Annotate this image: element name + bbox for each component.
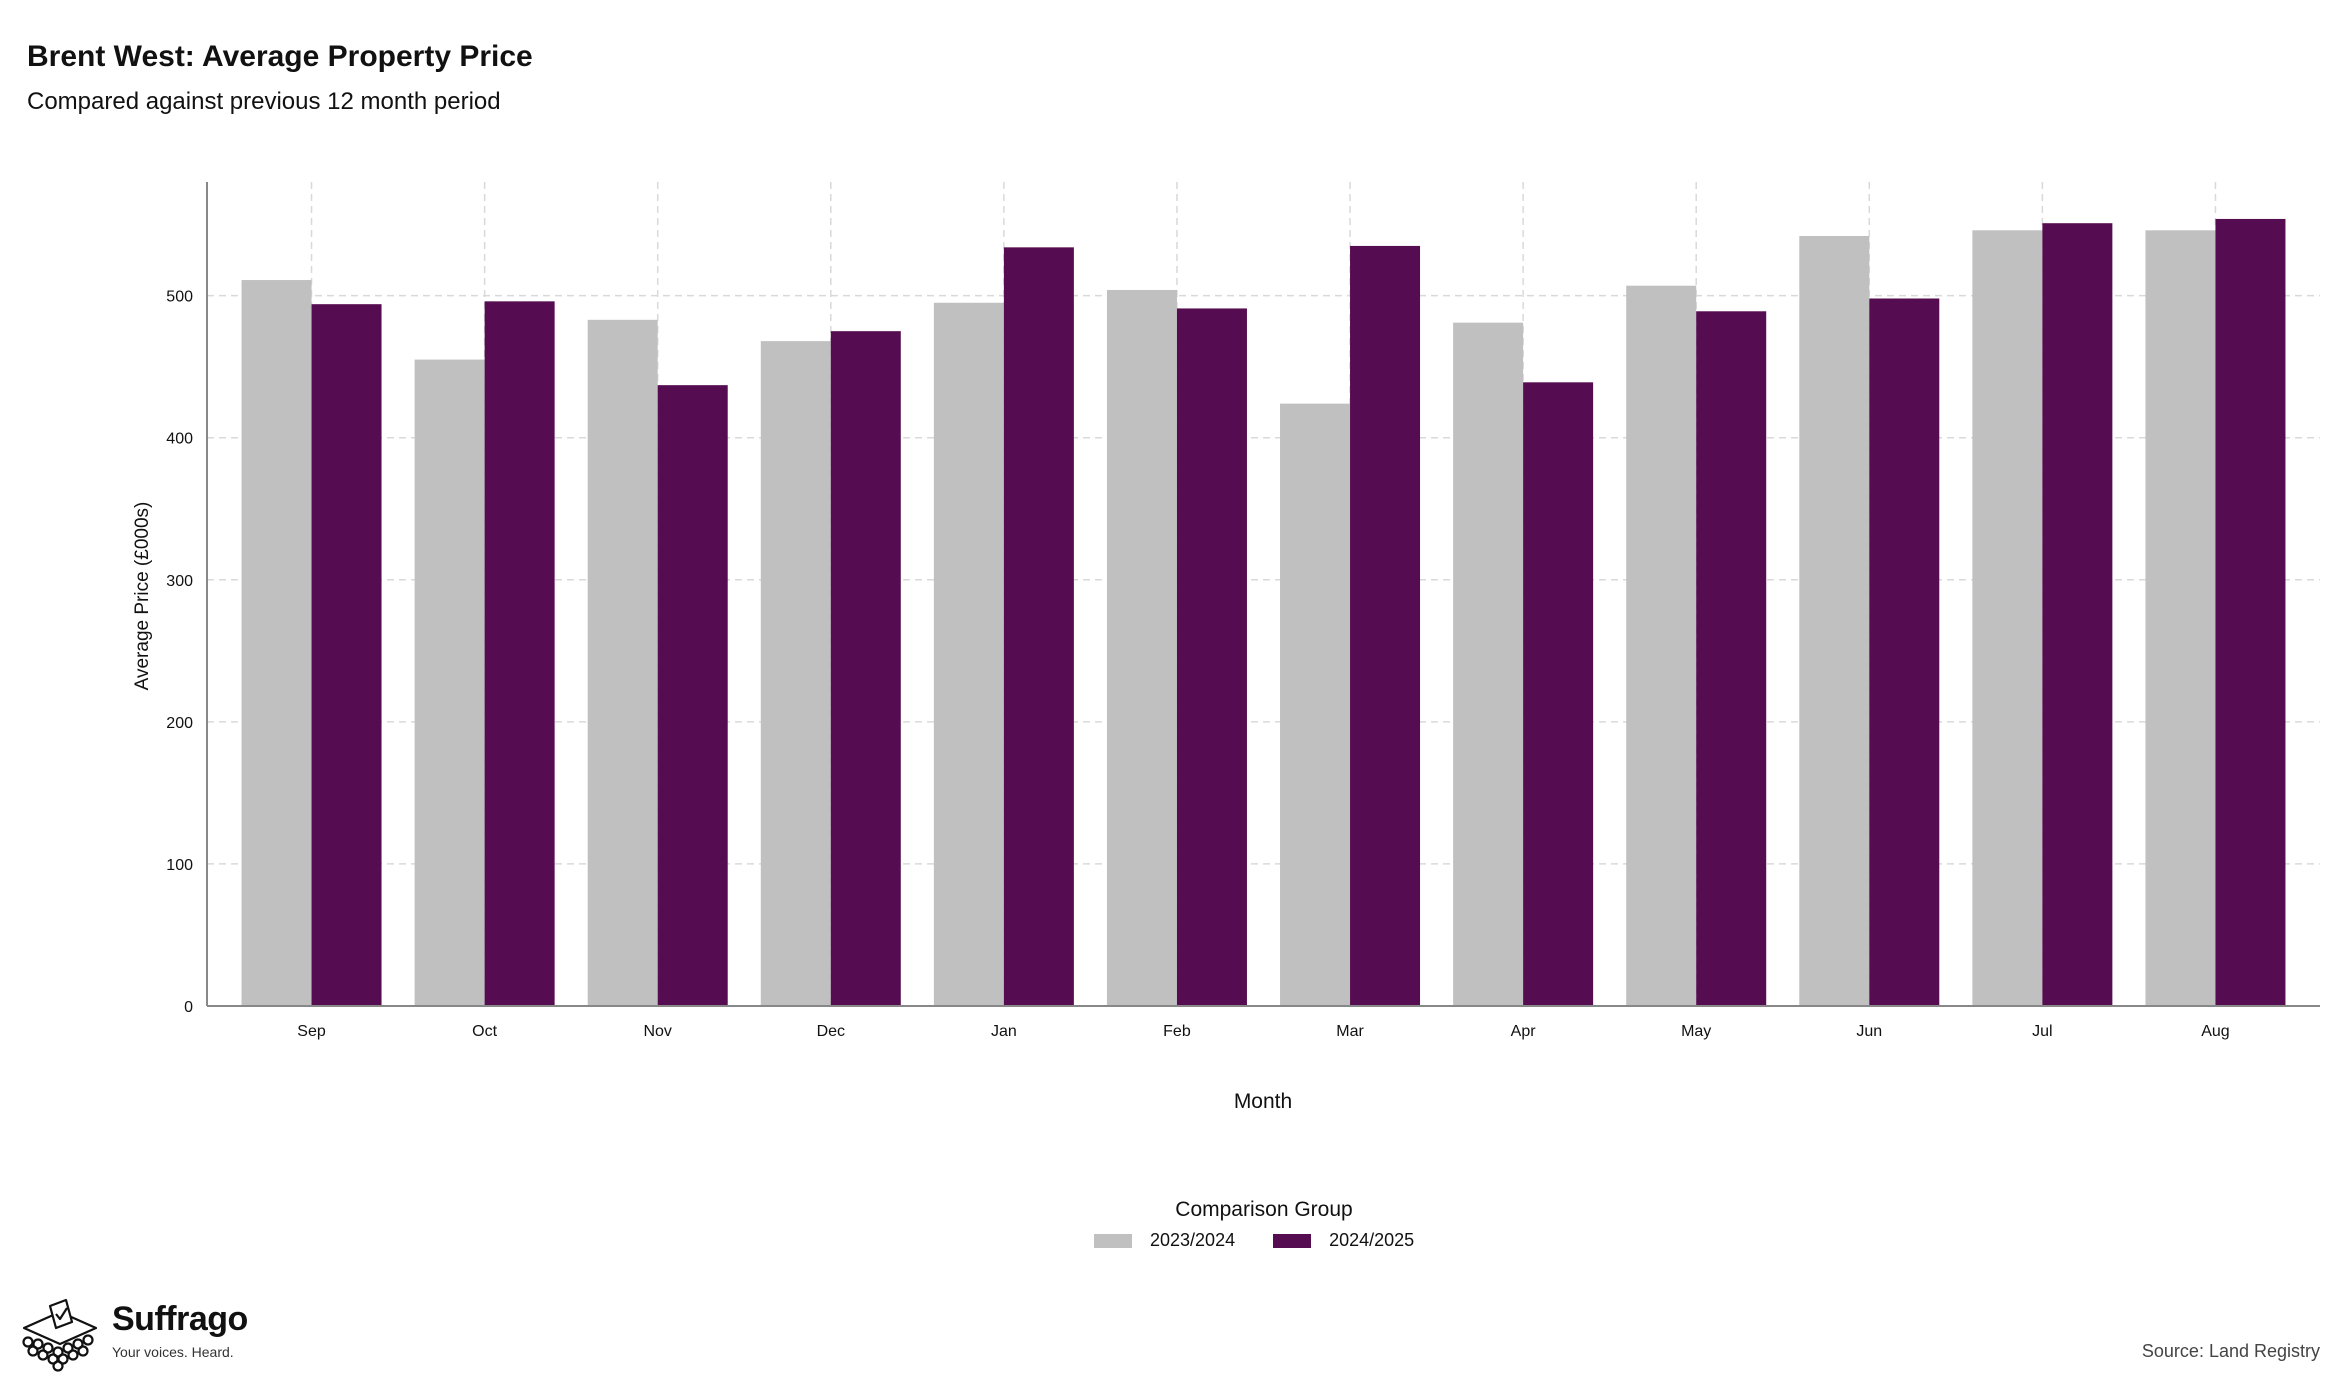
axes — [206, 182, 2320, 1007]
bar-2024-2025-dec — [830, 331, 901, 1006]
y-tick-label: 500 — [166, 289, 193, 306]
bar-2023-2024-mar — [1280, 403, 1351, 1007]
bar-2023-2024-nov — [587, 319, 658, 1006]
x-tick-label: Sep — [297, 1023, 326, 1040]
source-note: Source: Land Registry — [2141, 1341, 2320, 1361]
x-tick-label: Dec — [817, 1023, 845, 1040]
tick-labels: 0 100 200 300 400 500 Sep Oct Nov Dec Jan Feb Mar Apr… — [166, 289, 2229, 1040]
legend: 2023/2024 2024/2025 — [1094, 1230, 1452, 1251]
y-tick-label: 200 — [166, 715, 193, 732]
x-axis-label: Month — [1234, 1090, 1292, 1113]
bar-2023-2024-dec — [760, 341, 831, 1006]
bar-2024-2025-sep — [311, 304, 382, 1006]
suffrago-logo: Suffrago Your voices. Heard. — [14, 1292, 248, 1372]
ballot-box-icon — [22, 1298, 98, 1372]
bar-2024-2025-mar — [1350, 245, 1421, 1006]
bar-2023-2024-may — [1626, 285, 1697, 1007]
y-axis-label: Average Price (£000s) — [132, 502, 153, 691]
x-tick-label: Nov — [643, 1023, 671, 1040]
legend-label-2023: 2023/2024 — [1150, 1230, 1236, 1250]
bar-2023-2024-jun — [1799, 235, 1870, 1006]
bar-2023-2024-feb — [1106, 289, 1177, 1006]
x-tick-label: Jul — [2032, 1023, 2052, 1040]
y-tick-label: 300 — [166, 573, 193, 590]
bar-2024-2025-may — [1696, 311, 1767, 1007]
legend-swatch-2024 — [1273, 1233, 1312, 1248]
bar-2024-2025-feb — [1176, 308, 1247, 1006]
legend-item-2024: 2024/2025 — [1273, 1230, 1414, 1251]
bar-2024-2025-jun — [1869, 298, 1940, 1006]
brand-tagline: Your voices. Heard. — [112, 1344, 234, 1360]
bar-2023-2024-apr — [1453, 322, 1524, 1006]
x-tick-label: Jan — [991, 1023, 1017, 1040]
bar-2024-2025-aug — [2215, 218, 2286, 1006]
bar-2023-2024-aug — [2145, 230, 2216, 1006]
bar-2024-2025-apr — [1523, 382, 1594, 1006]
bar-2023-2024-jul — [1972, 230, 2043, 1006]
x-tick-label: Aug — [2201, 1023, 2229, 1040]
chart-title: Brent West: Average Property Price — [27, 40, 533, 73]
x-tick-label: Oct — [472, 1023, 497, 1040]
bar-2023-2024-sep — [241, 280, 312, 1006]
bar-2024-2025-oct — [484, 301, 555, 1007]
legend-swatch-2023 — [1094, 1233, 1132, 1248]
legend-label-2024: 2024/2025 — [1329, 1230, 1415, 1250]
x-tick-label: Apr — [1511, 1023, 1537, 1040]
x-tick-label: Mar — [1336, 1023, 1364, 1040]
y-tick-label: 400 — [166, 431, 193, 448]
x-tick-label: Jun — [1856, 1023, 1882, 1040]
bars — [241, 218, 2286, 1007]
x-tick-label: May — [1681, 1023, 1711, 1040]
y-tick-label: 0 — [184, 999, 193, 1016]
bar-2024-2025-jul — [2042, 223, 2113, 1006]
chart-subtitle: Compared against previous 12 month perio… — [27, 88, 501, 115]
brand-name: Suffrago — [112, 1300, 248, 1338]
bar-2023-2024-jan — [933, 302, 1004, 1006]
legend-title: Comparison Group — [1175, 1198, 1353, 1221]
bar-2023-2024-oct — [414, 359, 485, 1007]
legend-item-2023: 2023/2024 — [1094, 1230, 1235, 1251]
y-tick-label: 100 — [166, 857, 193, 874]
bar-2024-2025-nov — [657, 385, 728, 1006]
x-tick-label: Feb — [1163, 1023, 1191, 1040]
bar-2024-2025-jan — [1003, 247, 1074, 1006]
